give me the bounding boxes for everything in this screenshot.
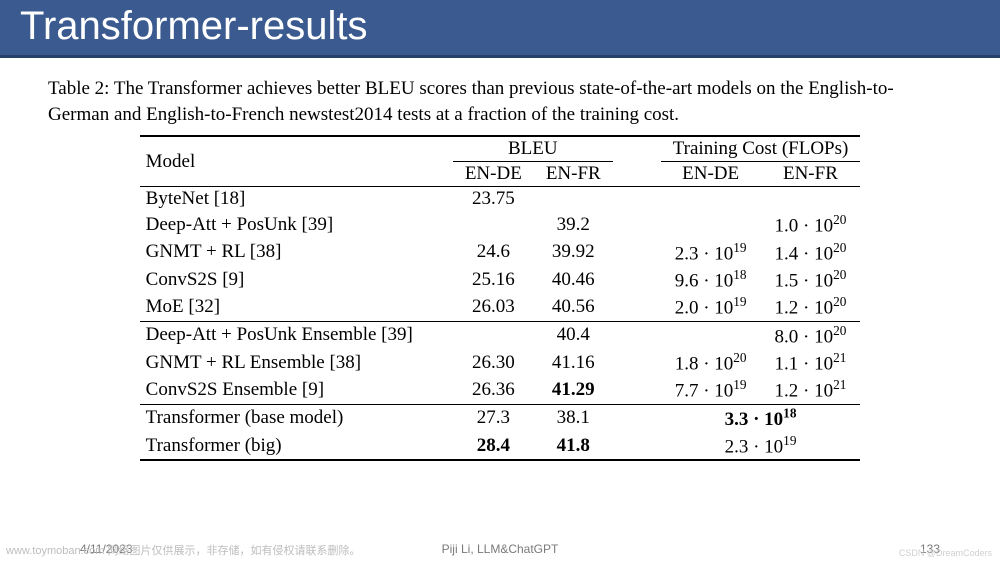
table-row: Transformer (base model)27.338.1 3.3 · 10…	[140, 404, 861, 432]
sub-cost-fr: EN-FR	[761, 162, 861, 187]
cell-bleu-fr: 40.56	[534, 293, 613, 321]
cell-cost-de	[661, 321, 761, 349]
table-row: MoE [32]26.0340.56 2.0 · 10191.2 · 1020	[140, 293, 861, 321]
watermark-text: www.toymoban.com 网络图片仅供展示，非存储，如有侵权请联系删除。	[6, 542, 360, 558]
cell-bleu-fr: 41.16	[534, 349, 613, 376]
cell-cost-fr: 1.2 · 1021	[761, 376, 861, 404]
watermark-csdn: CSDN @DreamCoders	[899, 548, 992, 558]
cell-cost-de: 2.3 · 1019	[661, 239, 761, 266]
cell-cost-fr: 1.5 · 1020	[761, 266, 861, 293]
results-table: Model BLEU Training Cost (FLOPs) EN-DE E…	[140, 135, 861, 461]
cell-model: GNMT + RL Ensemble [38]	[140, 349, 453, 376]
table-row: GNMT + RL Ensemble [38]26.3041.16 1.8 · 1…	[140, 349, 861, 376]
cell-cost-de: 7.7 · 1019	[661, 376, 761, 404]
sub-bleu-fr: EN-FR	[534, 162, 613, 187]
cell-bleu-de: 26.03	[453, 293, 534, 321]
cell-cost-fr: 1.1 · 1021	[761, 349, 861, 376]
cell-cost-de	[661, 211, 761, 238]
cell-model: Transformer (base model)	[140, 404, 453, 432]
cell-bleu-de: 26.30	[453, 349, 534, 376]
cell-bleu-fr: 41.29	[534, 376, 613, 404]
cell-cost-fr: 8.0 · 1020	[761, 321, 861, 349]
sub-cost-de: EN-DE	[661, 162, 761, 187]
cell-bleu-fr: 41.8	[534, 432, 613, 460]
cell-bleu-de	[453, 321, 534, 349]
cell-cost-merged: 3.3 · 1018	[661, 404, 861, 432]
cell-bleu-de: 24.6	[453, 239, 534, 266]
slide-title: Transformer-results	[0, 0, 1000, 58]
cell-bleu-de: 23.75	[453, 187, 534, 212]
cell-model: ConvS2S Ensemble [9]	[140, 376, 453, 404]
table-row: Transformer (big)28.441.8 2.3 · 1019	[140, 432, 861, 460]
cell-cost-fr: 1.4 · 1020	[761, 239, 861, 266]
cell-model: Deep-Att + PosUnk Ensemble [39]	[140, 321, 453, 349]
table-caption: Table 2: The Transformer achieves better…	[48, 76, 952, 127]
cell-model: Deep-Att + PosUnk [39]	[140, 211, 453, 238]
cell-model: ConvS2S [9]	[140, 266, 453, 293]
cell-bleu-fr: 39.92	[534, 239, 613, 266]
cell-model: Transformer (big)	[140, 432, 453, 460]
cell-bleu-de: 25.16	[453, 266, 534, 293]
cell-bleu-fr: 40.46	[534, 266, 613, 293]
cell-bleu-fr: 40.4	[534, 321, 613, 349]
cell-cost-de	[661, 187, 761, 212]
cell-cost-de: 1.8 · 1020	[661, 349, 761, 376]
cell-bleu-de: 28.4	[453, 432, 534, 460]
cell-bleu-de	[453, 211, 534, 238]
cell-bleu-de: 26.36	[453, 376, 534, 404]
table-row: ByteNet [18]23.75	[140, 187, 861, 212]
cell-cost-merged: 2.3 · 1019	[661, 432, 861, 460]
cell-model: MoE [32]	[140, 293, 453, 321]
cell-cost-fr: 1.2 · 1020	[761, 293, 861, 321]
cell-cost-de: 2.0 · 1019	[661, 293, 761, 321]
cell-model: ByteNet [18]	[140, 187, 453, 212]
table-row: ConvS2S [9]25.1640.46 9.6 · 10181.5 · 102…	[140, 266, 861, 293]
table-row: Deep-Att + PosUnk Ensemble [39] 40.4 8.0 ·…	[140, 321, 861, 349]
table-row: GNMT + RL [38]24.639.92 2.3 · 10191.4 · 1…	[140, 239, 861, 266]
content-area: Table 2: The Transformer achieves better…	[0, 58, 1000, 461]
cell-bleu-fr: 39.2	[534, 211, 613, 238]
table-row: Deep-Att + PosUnk [39] 39.2 1.0 · 1020	[140, 211, 861, 238]
cell-bleu-fr	[534, 187, 613, 212]
cell-model: GNMT + RL [38]	[140, 239, 453, 266]
cell-cost-de: 9.6 · 1018	[661, 266, 761, 293]
col-model: Model	[140, 136, 453, 187]
cell-bleu-fr: 38.1	[534, 404, 613, 432]
cell-cost-fr: 1.0 · 1020	[761, 211, 861, 238]
cell-cost-fr	[761, 187, 861, 212]
table-row: ConvS2S Ensemble [9]26.3641.29 7.7 · 1019…	[140, 376, 861, 404]
col-cost: Training Cost (FLOPs)	[661, 136, 861, 162]
cell-bleu-de: 27.3	[453, 404, 534, 432]
sub-bleu-de: EN-DE	[453, 162, 534, 187]
col-bleu: BLEU	[453, 136, 613, 162]
